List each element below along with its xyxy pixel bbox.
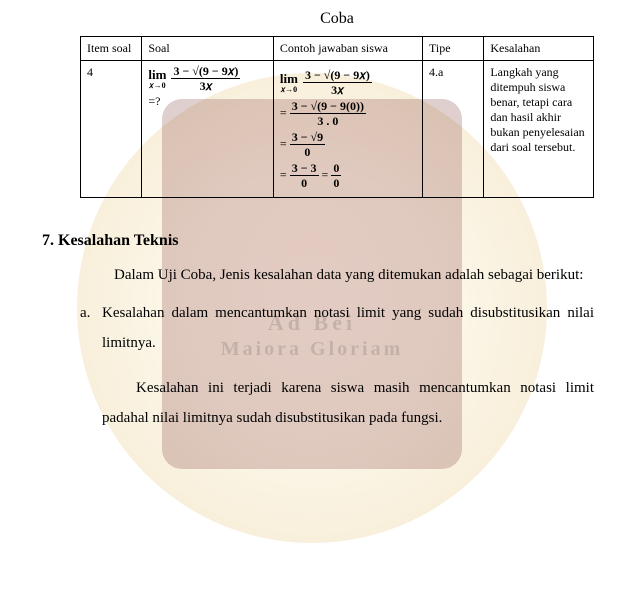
jawab1-lim: lim 𝑥→0 bbox=[280, 72, 298, 94]
soal-lim: lim 𝑥→0 bbox=[148, 68, 166, 90]
jawab2-prefix: = bbox=[280, 105, 290, 119]
jawab1-lim-sub: 𝑥→0 bbox=[280, 86, 298, 94]
cell-item: 4 bbox=[81, 61, 142, 198]
jawab4-prefix: = bbox=[280, 167, 290, 181]
jawab4-den-a: 0 bbox=[290, 176, 319, 189]
jawab2-num: 3 − √(9 − 9(0)) bbox=[290, 100, 366, 114]
th-item: Item soal bbox=[81, 37, 142, 61]
soal-num: 3 − √(9 − 9𝑥) bbox=[171, 65, 240, 79]
cell-tipe: 4.a bbox=[422, 61, 483, 198]
jawab2-frac: 3 − √(9 − 9(0)) 3 . 0 bbox=[290, 100, 366, 127]
jawab3-prefix: = bbox=[280, 136, 290, 150]
jawab3-frac: 3 − √9 0 bbox=[290, 131, 325, 158]
jawab4-num-a: 3 − 3 bbox=[290, 162, 319, 176]
cell-kesalahan: Langkah yang ditempuh siswa benar, tetap… bbox=[484, 61, 594, 198]
jawab-line4: = 3 − 3 0 = 0 0 bbox=[280, 162, 416, 189]
item-a-text: Kesalahan dalam mencantumkan notasi limi… bbox=[102, 298, 594, 358]
jawab3-num: 3 − √9 bbox=[290, 131, 325, 145]
jawab3-den: 0 bbox=[290, 145, 325, 158]
error-table: Item soal Soal Contoh jawaban siswa Tipe… bbox=[80, 36, 594, 198]
cell-soal: lim 𝑥→0 3 − √(9 − 9𝑥) 3𝑥 =? bbox=[142, 61, 274, 198]
jawab2-den: 3 . 0 bbox=[290, 114, 366, 127]
soal-lim-sub: 𝑥→0 bbox=[148, 82, 166, 90]
th-soal: Soal bbox=[142, 37, 274, 61]
page: Ad Bei Maiora Gloriam Coba Item soal Soa… bbox=[0, 10, 624, 595]
jawab-line3: = 3 − √9 0 bbox=[280, 131, 416, 158]
table-header-row: Item soal Soal Contoh jawaban siswa Tipe… bbox=[81, 37, 594, 61]
item-a-body: Kesalahan ini terjadi karena siswa masih… bbox=[102, 373, 594, 433]
jawab1-lim-word: lim bbox=[280, 71, 298, 86]
cell-jawaban: lim 𝑥→0 3 − √(9 − 9𝑥) 3𝑥 = 3 − √(9 − 9(0… bbox=[273, 61, 422, 198]
table-row: 4 lim 𝑥→0 3 − √(9 − 9𝑥) 3𝑥 =? bbox=[81, 61, 594, 198]
content: Coba Item soal Soal Contoh jawaban siswa… bbox=[0, 10, 624, 433]
jawab4-mid: = bbox=[322, 167, 332, 181]
item-a: a. Kesalahan dalam mencantumkan notasi l… bbox=[80, 298, 594, 358]
jawab-line1: lim 𝑥→0 3 − √(9 − 9𝑥) 3𝑥 bbox=[280, 69, 416, 96]
soal-den: 3𝑥 bbox=[171, 79, 240, 92]
section-title: Kesalahan Teknis bbox=[58, 232, 179, 249]
jawab4-num-b: 0 bbox=[331, 162, 341, 176]
jawab1-den: 3𝑥 bbox=[303, 83, 372, 96]
th-tipe: Tipe bbox=[422, 37, 483, 61]
soal-frac: 3 − √(9 − 9𝑥) 3𝑥 bbox=[171, 65, 240, 92]
jawab4-frac-a: 3 − 3 0 bbox=[290, 162, 319, 189]
section-heading: 7. Kesalahan Teknis bbox=[42, 232, 594, 250]
soal-suffix: =? bbox=[148, 94, 267, 109]
th-jawaban: Contoh jawaban siswa bbox=[273, 37, 422, 61]
section-number: 7. bbox=[42, 232, 54, 249]
section-intro: Dalam Uji Coba, Jenis kesalahan data yan… bbox=[80, 260, 594, 290]
item-a-label: a. bbox=[80, 298, 102, 358]
jawab1-num: 3 − √(9 − 9𝑥) bbox=[303, 69, 372, 83]
jawab-line2: = 3 − √(9 − 9(0)) 3 . 0 bbox=[280, 100, 416, 127]
soal-lim-word: lim bbox=[148, 67, 166, 82]
jawab4-frac-b: 0 0 bbox=[331, 162, 341, 189]
th-kesalahan: Kesalahan bbox=[484, 37, 594, 61]
table-caption: Coba bbox=[80, 10, 594, 28]
jawab4-den-b: 0 bbox=[331, 176, 341, 189]
jawab1-frac: 3 − √(9 − 9𝑥) 3𝑥 bbox=[303, 69, 372, 96]
